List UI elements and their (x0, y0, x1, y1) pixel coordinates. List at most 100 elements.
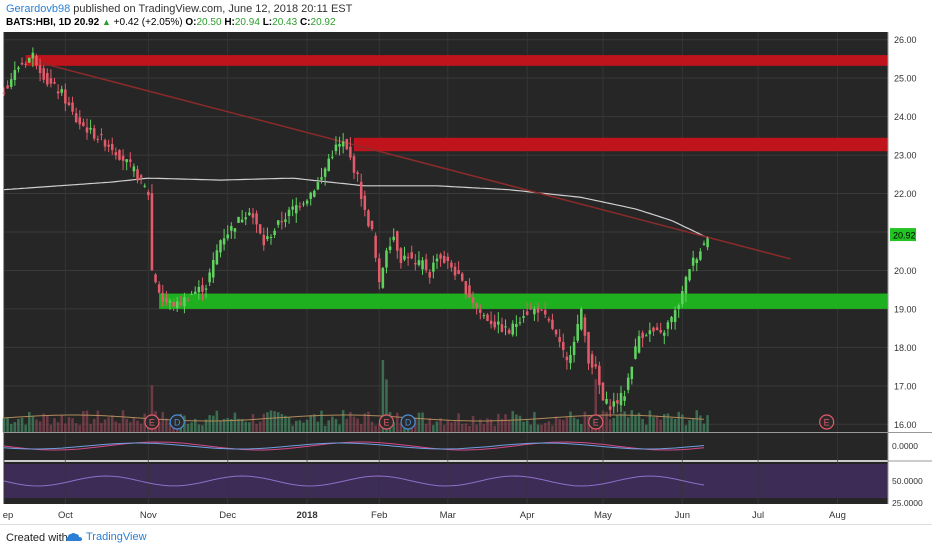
candle-body (107, 144, 110, 147)
candle-body (626, 377, 630, 390)
candle (442, 250, 446, 264)
volume-bar (417, 412, 421, 432)
candle-body (356, 172, 359, 175)
candle-body (103, 140, 107, 147)
candle-body (562, 342, 565, 350)
candle (381, 266, 385, 289)
candle (147, 189, 150, 200)
event-marker-circle (378, 414, 395, 430)
volume-bar (294, 420, 298, 432)
candle-body (71, 102, 74, 112)
candle (630, 366, 634, 385)
candle (9, 72, 13, 90)
volume-bar (341, 410, 345, 432)
candle (702, 240, 706, 246)
candle-body (204, 288, 208, 290)
candle-body (309, 192, 312, 199)
candle (439, 252, 442, 267)
candle (562, 333, 565, 358)
volume-bar (706, 415, 709, 432)
candle (154, 273, 157, 284)
volume-bar (204, 419, 208, 432)
candle (24, 61, 27, 68)
candles (2, 47, 709, 417)
volume-bar (399, 423, 403, 432)
candle-body (92, 128, 96, 139)
volume-bar (540, 424, 543, 432)
candle-body (53, 81, 56, 84)
time-tick-label: Jul (752, 510, 764, 521)
symbol-name: BATS:HBI, 1D (6, 17, 72, 28)
candle (482, 312, 486, 319)
candle (6, 80, 9, 89)
candle (78, 110, 82, 130)
published-text: published on TradingView.com, June 12, 2… (73, 3, 353, 15)
volume-bar (648, 410, 652, 432)
candle (515, 315, 518, 337)
candle (612, 392, 616, 414)
candle (110, 137, 114, 155)
candle-body (341, 141, 345, 147)
candle (663, 330, 666, 345)
volume-bar (56, 422, 60, 432)
price-chart[interactable]: EDEDEE26.0025.0024.0023.0022.0021.0020.0… (0, 32, 932, 524)
candle-body (634, 346, 637, 359)
candle (471, 291, 475, 309)
author-link[interactable]: Gerardovb98 (6, 3, 71, 15)
event-marker-circle (144, 414, 160, 430)
candle (468, 278, 471, 299)
candle-body (406, 256, 410, 259)
volume-bar (233, 412, 237, 432)
time-axis: ep Oct Nov Dec 2018 Feb Mar Apr May Jun Jul Aug (3, 510, 846, 521)
volume-bar (165, 418, 168, 432)
volume-bar (64, 423, 67, 432)
macd-signal-line (3, 442, 705, 450)
volume-bar (31, 416, 35, 432)
up-triangle-icon: ▲ (101, 17, 111, 27)
candle-body (453, 266, 457, 276)
volume-bar (511, 411, 515, 432)
volume-bar (471, 416, 475, 432)
volume-bar (626, 417, 630, 432)
candle-body (403, 255, 406, 260)
price-tick-label: 25.00 (894, 74, 917, 84)
tradingview-logo[interactable]: TradingView (66, 531, 147, 543)
event-marker-e: E (378, 414, 395, 430)
volume-bar (457, 413, 460, 432)
candle-body (619, 392, 623, 406)
candle (215, 244, 219, 266)
volume-bar (666, 413, 670, 432)
volume-bar (507, 420, 511, 432)
candle (161, 284, 165, 307)
volume-bar (659, 419, 662, 432)
candle (479, 304, 482, 320)
time-tick-label: Nov (140, 510, 157, 521)
candle (446, 252, 450, 269)
volume-bar (291, 425, 294, 432)
candle-body (255, 213, 258, 225)
candle-body (659, 329, 662, 333)
candle-body (258, 224, 262, 234)
candle-body (237, 216, 240, 223)
candle-body (132, 166, 136, 172)
candle-body (27, 57, 31, 63)
candle (269, 234, 273, 245)
candle (258, 224, 262, 235)
candle-body (612, 401, 616, 407)
candle-body (352, 156, 356, 173)
candle-body (681, 291, 684, 305)
volume-bar (403, 425, 406, 432)
candle-body (46, 73, 49, 85)
candle-body (695, 259, 699, 264)
volume-bar (53, 418, 56, 432)
candle-body (96, 138, 100, 140)
candle (280, 211, 284, 230)
event-marker-circle (400, 414, 416, 430)
candle-body (331, 156, 334, 158)
candle (406, 252, 410, 266)
candle-body (179, 302, 183, 305)
candle-body (507, 329, 511, 334)
volume-bar (352, 416, 356, 432)
candle (287, 206, 291, 224)
candle (132, 163, 136, 178)
